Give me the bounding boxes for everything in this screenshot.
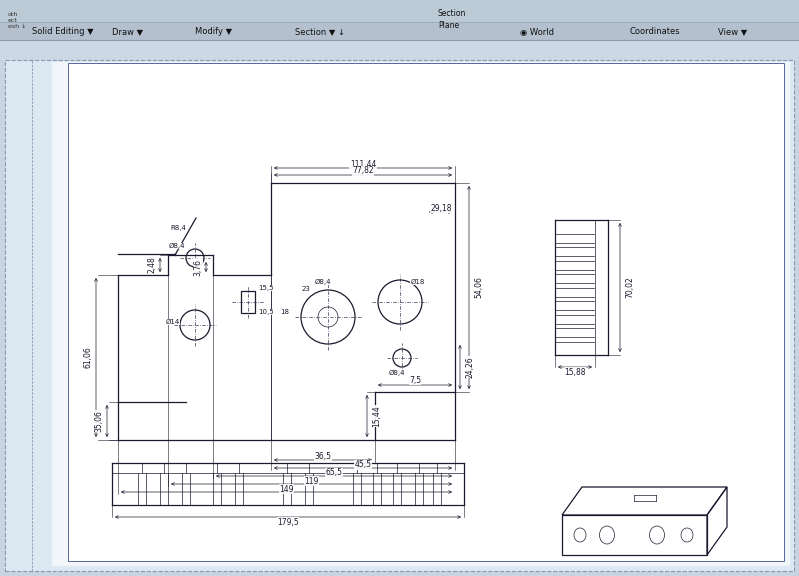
Text: esh ↓: esh ↓ [8,24,26,28]
Text: 36,5: 36,5 [315,453,332,461]
Text: 3,76: 3,76 [193,259,202,275]
Text: 61,06: 61,06 [84,347,93,369]
Text: 10,5: 10,5 [258,309,274,315]
Text: 54,06: 54,06 [475,276,483,298]
Bar [0,0,799,22]
Bar [68,63,784,561]
Text: Solid Editing ▼: Solid Editing ▼ [32,28,93,36]
Text: 24,26: 24,26 [466,356,475,378]
Text: ◉ World: ◉ World [520,28,554,36]
Text: Ø14: Ø14 [166,319,180,325]
Text: 70,02: 70,02 [626,276,634,298]
Text: 15,44: 15,44 [372,405,381,427]
Text: Draw ▼: Draw ▼ [112,28,143,36]
Text: Ø18: Ø18 [411,279,425,285]
Text: 15,5: 15,5 [258,285,274,291]
Text: 29,18: 29,18 [430,203,451,213]
Text: 45,5: 45,5 [355,460,372,469]
Text: 179,5: 179,5 [277,517,299,526]
Text: R8,4: R8,4 [170,225,186,231]
Text: 23: 23 [301,286,311,292]
Text: 35,06: 35,06 [94,410,104,432]
Text: 65,5: 65,5 [325,468,343,478]
Text: 2,48: 2,48 [148,257,157,274]
Bar [0,40,799,60]
Text: 111,44: 111,44 [350,160,376,169]
Text: Ø8,4: Ø8,4 [389,370,405,376]
Text: 7,5: 7,5 [409,376,421,385]
Text: 77,82: 77,82 [352,166,374,176]
Bar [0,0,799,40]
Text: 119: 119 [304,476,319,486]
Text: Coordinates: Coordinates [630,28,681,36]
Text: ect: ect [8,17,18,22]
Text: 18: 18 [280,309,289,315]
Text: Section ▼ ↓: Section ▼ ↓ [295,28,345,36]
Text: View ▼: View ▼ [718,28,747,36]
Bar [5,60,794,571]
Text: Section: Section [438,9,467,18]
Text: Ø8,4: Ø8,4 [315,279,332,285]
Bar [241,291,255,313]
Text: Ø8,4: Ø8,4 [169,243,185,249]
Text: 149: 149 [279,484,294,494]
Text: Modify ▼: Modify ▼ [195,28,233,36]
Text: oth: oth [8,12,18,17]
Bar [52,62,790,566]
Text: 15,88: 15,88 [564,367,586,377]
Text: Plane: Plane [438,21,459,31]
